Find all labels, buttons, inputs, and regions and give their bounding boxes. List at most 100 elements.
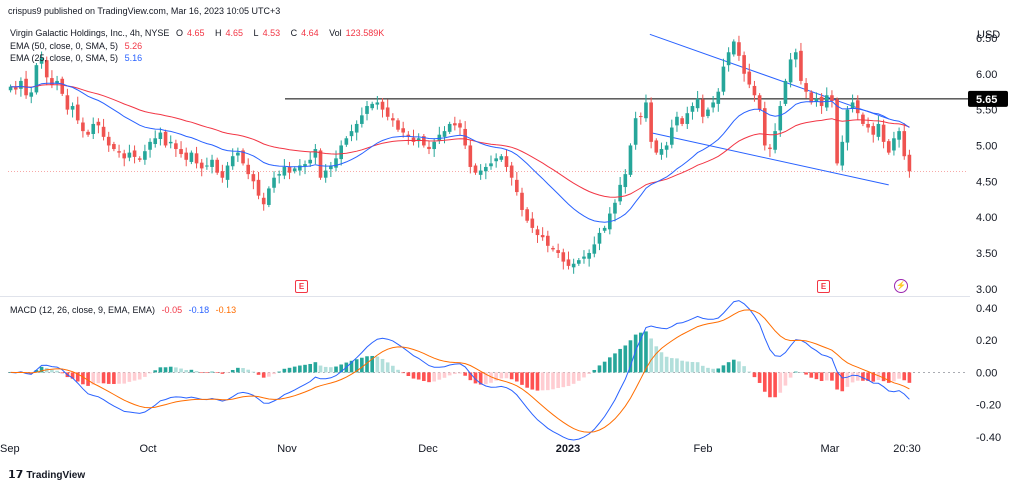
macd-histogram-bar <box>453 372 457 375</box>
macd-histogram-bar <box>334 366 338 373</box>
macd-histogram-bar <box>793 371 798 373</box>
macd-histogram-bar <box>814 372 819 380</box>
candle-body <box>494 158 498 162</box>
candle-body <box>871 126 876 135</box>
macd-histogram-bar <box>700 365 705 373</box>
macd-signal-line <box>10 309 910 433</box>
macd-histogram-bar <box>422 372 426 382</box>
candle-body <box>907 154 912 172</box>
brand-label: TradingView <box>26 470 86 481</box>
macd-tick-label: 0.20 <box>976 335 997 347</box>
macd-histogram-bar <box>520 372 524 385</box>
macd-histogram-bar <box>597 365 602 373</box>
macd-histogram-bar <box>654 346 659 373</box>
candle-body <box>385 107 390 117</box>
candle-body <box>298 165 302 171</box>
macd-histogram-bar <box>220 372 225 374</box>
price-legend: Virgin Galactic Holdings, Inc., 4h, NYSE… <box>10 28 392 38</box>
macd-tick-label: 0.40 <box>976 303 997 315</box>
macd-histogram-bar <box>468 372 473 381</box>
candle-body <box>101 126 106 137</box>
channel-upper-line <box>649 33 889 120</box>
macd-histogram-bar <box>298 365 302 373</box>
candle-body <box>566 259 571 266</box>
earnings-badge[interactable]: E <box>295 280 308 293</box>
macd-histogram-bar <box>463 372 467 376</box>
candle-body <box>432 141 436 150</box>
macd-histogram-bar <box>680 360 684 373</box>
macd-histogram-bar <box>39 366 44 373</box>
candle-body <box>669 127 674 145</box>
candle-body <box>525 209 529 221</box>
candle-body <box>592 244 597 254</box>
macd-histogram-bar <box>391 365 395 373</box>
macd-histogram-bar <box>241 368 245 373</box>
macd-histogram-bar <box>225 372 230 374</box>
macd-histogram-bar <box>892 372 896 382</box>
x-tick-label: Sep <box>0 443 20 455</box>
candle-body <box>19 80 23 89</box>
macd-histogram-bar <box>282 368 287 373</box>
macd-histogram-bar <box>194 371 199 373</box>
price-tick-label: 3.50 <box>976 248 997 260</box>
candle-body <box>163 131 168 146</box>
candle-body <box>132 150 137 157</box>
ema50-label: EMA (50, close, 0, SMA, 5) <box>10 41 119 51</box>
candle-body <box>158 132 163 140</box>
candle-body <box>623 174 628 188</box>
macd-histogram-bar <box>267 372 271 377</box>
macd-histogram-bar <box>855 372 860 381</box>
candle-body <box>520 192 524 210</box>
candle-body <box>711 102 715 108</box>
candle-body <box>282 166 287 176</box>
macd-histogram-bar <box>261 372 266 378</box>
candle-body <box>91 123 96 134</box>
candle-body <box>664 145 669 150</box>
ohlc-low: L 4.53 <box>253 28 281 38</box>
candle-body <box>850 102 855 109</box>
candle-body <box>34 65 39 93</box>
macd-histogram-bar <box>70 372 75 379</box>
macd-histogram-bar <box>649 338 653 373</box>
macd-histogram-bar <box>721 365 726 373</box>
dividend-icon[interactable]: ⚡ <box>894 279 908 293</box>
candle-body <box>354 123 359 133</box>
macd-histogram-bar <box>592 369 597 373</box>
candle-body <box>437 134 442 141</box>
candle-body <box>509 165 514 178</box>
candle-body <box>602 227 607 231</box>
macd-histogram-bar <box>866 372 870 381</box>
macd-histogram-bar <box>112 372 116 384</box>
macd-histogram-bar <box>272 372 276 375</box>
macd-histogram-bar <box>473 372 478 384</box>
macd-histogram-bar <box>484 372 488 385</box>
candle-body <box>122 153 127 159</box>
candle-body <box>721 66 726 92</box>
macd-histogram-bar <box>587 372 591 375</box>
macd-histogram-bar <box>215 372 220 374</box>
candle-body <box>726 52 731 66</box>
macd-histogram-bar <box>329 367 333 373</box>
candle-body <box>251 174 256 182</box>
macd-legend: MACD (12, 26, close, 9, EMA, EMA) -0.05 … <box>10 305 240 315</box>
candle-body <box>783 80 788 104</box>
macd-histogram-bar <box>101 372 106 384</box>
candle-body <box>489 163 493 167</box>
ema50-line <box>10 84 910 198</box>
macd-histogram-bar <box>184 370 189 373</box>
macd-histogram-bar <box>174 367 178 373</box>
macd-histogram-bar <box>690 361 695 373</box>
macd-histogram-bar <box>179 368 183 373</box>
macd-line-value: -0.18 <box>188 305 210 315</box>
macd-histogram-bar <box>256 372 261 375</box>
macd-histogram-bar <box>360 357 364 373</box>
candle-body <box>313 149 318 158</box>
earnings-badge[interactable]: E <box>817 280 830 293</box>
macd-histogram-bar <box>783 372 788 386</box>
x-tick-label: Dec <box>418 443 438 455</box>
x-tick-label: Nov <box>277 443 297 455</box>
macd-histogram-bar <box>308 363 313 373</box>
macd-histogram-bar <box>143 372 147 377</box>
x-tick-label: Feb <box>694 443 713 455</box>
